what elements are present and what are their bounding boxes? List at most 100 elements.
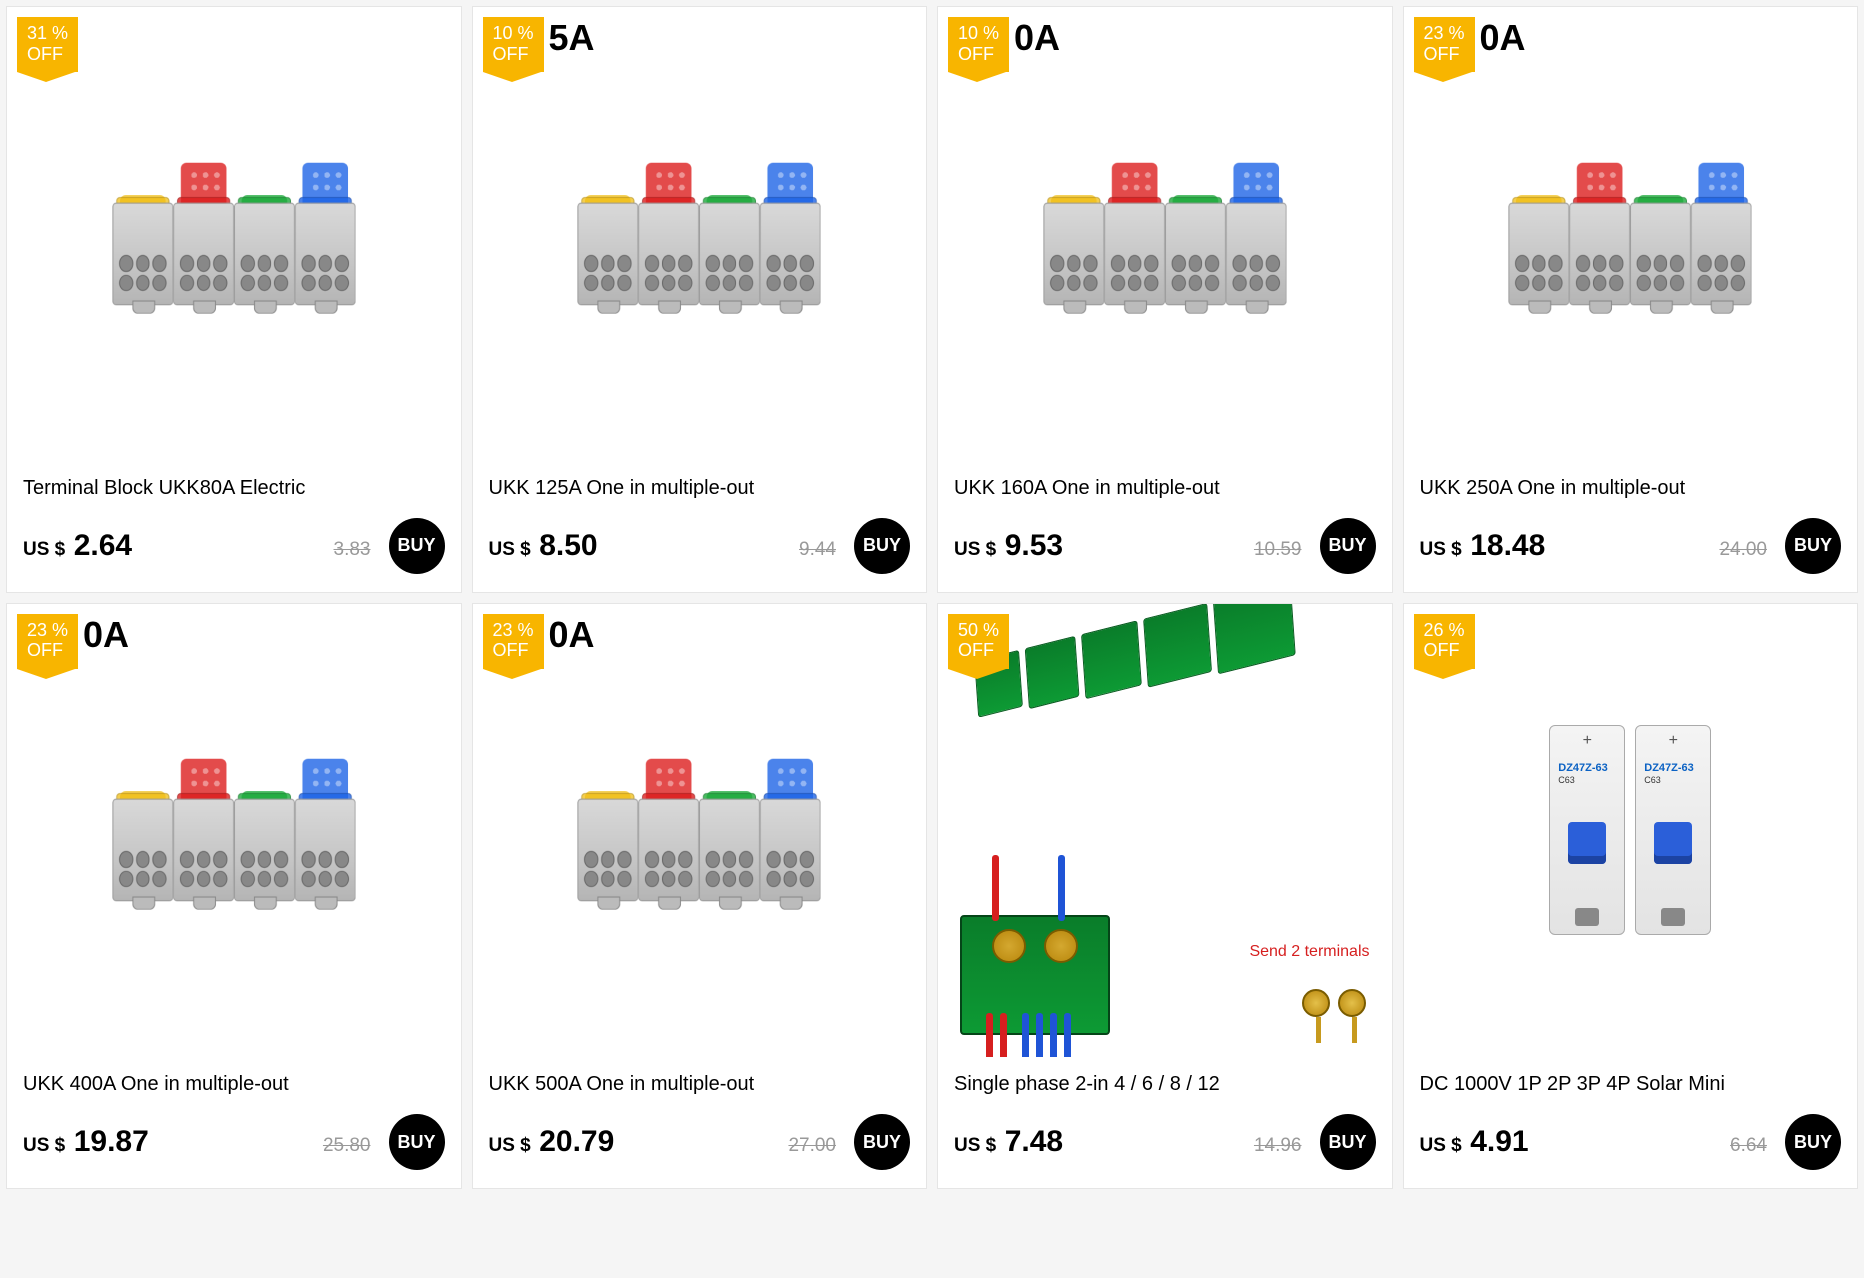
product-image[interactable]: 0A [473,604,927,1058]
price-row: US $ 18.48 24.00 BUY [1420,518,1842,574]
off-label: OFF [1424,640,1460,660]
product-image[interactable]: 5A [473,7,927,461]
off-label: OFF [27,44,63,64]
terminal-block-image [578,163,821,306]
price-value: 19.87 [74,1125,149,1158]
product-card[interactable]: 10 % OFF 5A [472,6,928,593]
buy-button[interactable]: BUY [854,518,910,574]
discount-value: 23 % [493,620,534,640]
product-title[interactable]: DC 1000V 1P 2P 3P 4P Solar Mini [1420,1073,1842,1096]
buy-button[interactable]: BUY [389,1114,445,1170]
off-label: OFF [27,640,63,660]
terminal-block-image [1509,163,1752,306]
send-terminals-label: Send 2 terminals [1249,943,1369,961]
price-row: US $ 8.50 9.44 BUY [489,518,911,574]
product-image[interactable]: Send 2 terminals [938,604,1392,1058]
product-image[interactable]: 0A [1404,7,1858,461]
currency-label: US $ [23,539,65,560]
price-row: US $ 7.48 14.96 BUY [954,1114,1376,1170]
product-card[interactable]: 23 % OFF 0A [472,603,928,1190]
product-info: Single phase 2-in 4 / 6 / 8 / 12 US $ 7.… [938,1057,1392,1188]
junction-box-image: Send 2 terminals [938,604,1392,1058]
currency-label: US $ [1420,539,1462,560]
price-row: US $ 20.79 27.00 BUY [489,1114,911,1170]
old-price: 24.00 [1719,539,1767,561]
product-info: UKK 400A One in multiple-out US $ 19.87 … [7,1057,461,1188]
discount-badge: 23 % OFF [1414,17,1475,72]
currency-label: US $ [489,1135,531,1156]
corner-label: 0A [549,614,595,656]
discount-badge: 26 % OFF [1414,614,1475,669]
circuit-breaker-image: DZ47Z-63C63 DZ47Z-63C63 [1404,604,1858,1058]
currency-label: US $ [489,539,531,560]
product-card[interactable]: 26 % OFF DZ47Z-63C63 DZ47Z-63C63 DC 1000… [1403,603,1859,1190]
product-card[interactable]: 23 % OFF 0A [1403,6,1859,593]
buy-button[interactable]: BUY [1320,1114,1376,1170]
product-image[interactable] [7,7,461,461]
off-label: OFF [958,44,994,64]
discount-value: 26 % [1424,620,1465,640]
price-value: 18.48 [1470,529,1545,562]
terminal-block-image [112,163,355,306]
product-title[interactable]: Single phase 2-in 4 / 6 / 8 / 12 [954,1073,1376,1096]
price-value: 2.64 [74,529,132,562]
discount-value: 50 % [958,620,999,640]
product-title[interactable]: Terminal Block UKK80A Electric [23,477,445,500]
product-image[interactable]: 0A [7,604,461,1058]
corner-label: 5A [549,17,595,59]
corner-label: 0A [1480,17,1526,59]
buy-button[interactable]: BUY [389,518,445,574]
buy-button[interactable]: BUY [1320,518,1376,574]
old-price: 9.44 [799,539,836,561]
discount-value: 10 % [958,23,999,43]
product-info: UKK 250A One in multiple-out US $ 18.48 … [1404,461,1858,592]
product-info: UKK 160A One in multiple-out US $ 9.53 1… [938,461,1392,592]
product-info: UKK 500A One in multiple-out US $ 20.79 … [473,1057,927,1188]
buy-button[interactable]: BUY [1785,1114,1841,1170]
terminal-block-image [1043,163,1286,306]
discount-badge: 23 % OFF [483,614,544,669]
currency-label: US $ [1420,1135,1462,1156]
old-price: 10.59 [1254,539,1302,561]
discount-badge: 50 % OFF [948,614,1009,669]
product-card[interactable]: 50 % OFF Send 2 terminals Single phase 2… [937,603,1393,1190]
product-title[interactable]: UKK 500A One in multiple-out [489,1073,911,1096]
currency-label: US $ [954,539,996,560]
discount-value: 10 % [493,23,534,43]
price-row: US $ 2.64 3.83 BUY [23,518,445,574]
product-info: Terminal Block UKK80A Electric US $ 2.64… [7,461,461,592]
terminal-block-image [112,759,355,902]
product-image[interactable]: 0A [938,7,1392,461]
discount-value: 31 % [27,23,68,43]
old-price: 14.96 [1254,1135,1302,1157]
product-title[interactable]: UKK 125A One in multiple-out [489,477,911,500]
price-value: 7.48 [1005,1125,1063,1158]
product-card[interactable]: 31 % OFF [6,6,462,593]
off-label: OFF [1424,44,1460,64]
price-value: 9.53 [1005,529,1063,562]
old-price: 6.64 [1730,1135,1767,1157]
price-row: US $ 19.87 25.80 BUY [23,1114,445,1170]
product-image[interactable]: DZ47Z-63C63 DZ47Z-63C63 [1404,604,1858,1058]
price-row: US $ 9.53 10.59 BUY [954,518,1376,574]
discount-badge: 10 % OFF [948,17,1009,72]
price-value: 4.91 [1470,1125,1528,1158]
discount-badge: 10 % OFF [483,17,544,72]
corner-label: 0A [83,614,129,656]
buy-button[interactable]: BUY [1785,518,1841,574]
product-card[interactable]: 23 % OFF 0A [6,603,462,1190]
product-title[interactable]: UKK 250A One in multiple-out [1420,477,1842,500]
currency-label: US $ [954,1135,996,1156]
discount-badge: 31 % OFF [17,17,78,72]
product-info: DC 1000V 1P 2P 3P 4P Solar Mini US $ 4.9… [1404,1057,1858,1188]
price-value: 20.79 [539,1125,614,1158]
currency-label: US $ [23,1135,65,1156]
product-card[interactable]: 10 % OFF 0A [937,6,1393,593]
product-title[interactable]: UKK 160A One in multiple-out [954,477,1376,500]
product-title[interactable]: UKK 400A One in multiple-out [23,1073,445,1096]
discount-value: 23 % [1424,23,1465,43]
discount-badge: 23 % OFF [17,614,78,669]
off-label: OFF [493,640,529,660]
price-row: US $ 4.91 6.64 BUY [1420,1114,1842,1170]
buy-button[interactable]: BUY [854,1114,910,1170]
